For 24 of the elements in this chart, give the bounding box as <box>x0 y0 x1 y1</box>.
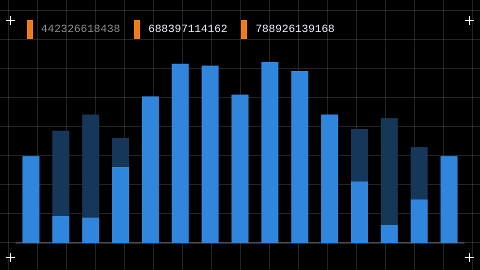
bar <box>22 156 40 243</box>
text: 788926139168 <box>255 24 335 36</box>
bar <box>202 66 219 243</box>
bar <box>82 114 100 218</box>
bar <box>410 147 428 200</box>
bar <box>142 96 159 243</box>
bar <box>380 118 398 225</box>
bar <box>261 62 278 243</box>
bar <box>112 166 130 243</box>
text: 442326618438 <box>41 24 120 36</box>
bar <box>52 216 70 243</box>
bar <box>350 181 368 243</box>
bar <box>82 218 100 243</box>
bar <box>440 156 458 243</box>
bar <box>380 224 398 243</box>
bar <box>321 114 338 243</box>
bar <box>410 200 428 243</box>
bar <box>291 71 308 243</box>
bar <box>52 130 70 216</box>
bar <box>350 128 368 182</box>
bar <box>172 64 189 243</box>
text: 688397114162 <box>148 24 228 36</box>
bar <box>112 138 130 167</box>
bar <box>231 94 249 243</box>
